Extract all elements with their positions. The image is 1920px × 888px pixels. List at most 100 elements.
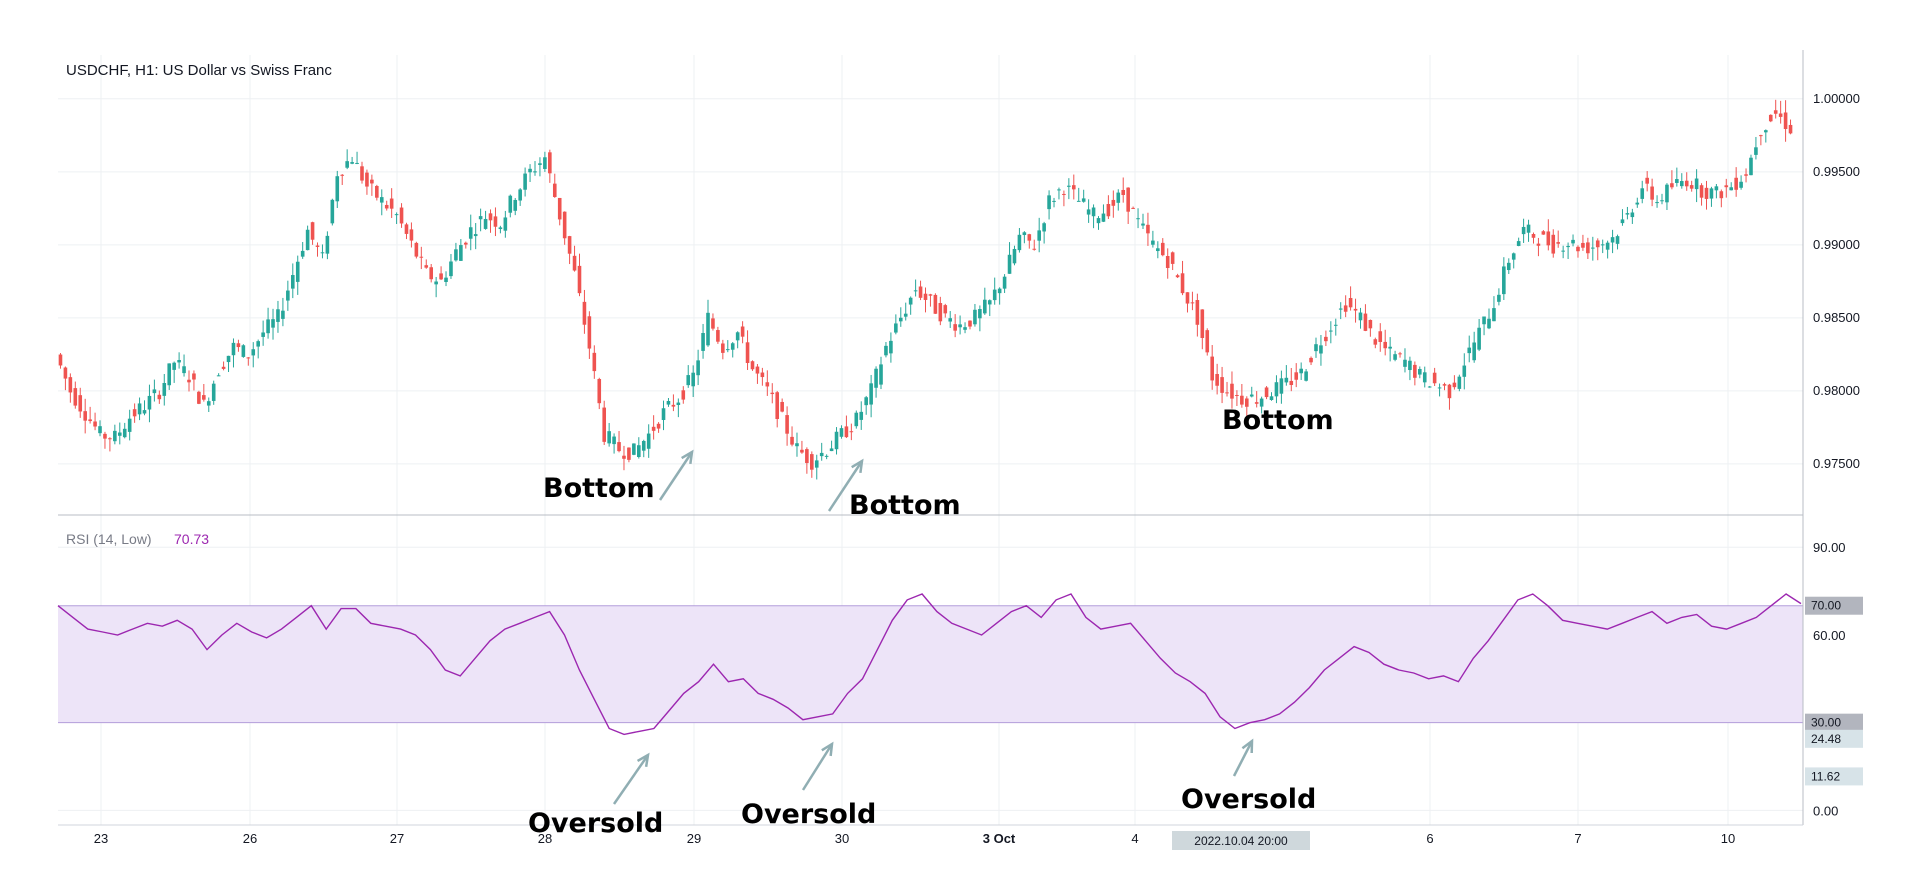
candle-down (1190, 302, 1195, 304)
candle-down (1294, 372, 1299, 380)
candle-up (345, 161, 349, 168)
candle-down (1032, 248, 1037, 250)
candle-up (1561, 250, 1565, 252)
candle-up (177, 360, 181, 363)
candle-up (528, 168, 532, 173)
candle-down (1383, 341, 1388, 349)
candle-down (1180, 273, 1185, 294)
candle-down (1353, 308, 1358, 311)
candle-down (1343, 305, 1348, 312)
candle-down (1556, 242, 1561, 244)
candle-down (805, 449, 809, 464)
bottom-arrow-2 (827, 460, 864, 512)
bottom-arrow-1-head (681, 449, 694, 465)
candle-up (992, 289, 997, 301)
candle-up (1492, 308, 1496, 322)
candle-down (790, 436, 794, 445)
time-tick-label: 30 (835, 831, 849, 846)
candle-up (1665, 184, 1669, 203)
candle-up (1714, 186, 1719, 191)
candle-up (1304, 371, 1308, 381)
candle-up (894, 323, 898, 333)
candle-up (1274, 382, 1279, 397)
time-tick-label: 26 (243, 831, 257, 846)
candle-up (834, 431, 839, 450)
candle-up (261, 332, 265, 337)
candle-up (483, 218, 488, 229)
candle-up (1403, 359, 1407, 367)
price-tick-label: 0.99000 (1813, 237, 1860, 252)
candle-down (755, 366, 760, 374)
candle-up (1526, 224, 1531, 233)
candle-up (1600, 244, 1605, 246)
candle-down (765, 382, 770, 387)
candle-down (671, 404, 676, 407)
candle-down (1432, 372, 1437, 384)
candle-up (295, 261, 300, 282)
candle-up (1141, 223, 1145, 226)
candle-down (711, 318, 715, 329)
candle-up (325, 235, 330, 254)
candle-down (1175, 275, 1180, 278)
candle-down (1744, 174, 1748, 176)
candle-up (1319, 345, 1323, 354)
annotation-arrows (612, 449, 1254, 805)
candle-up (1749, 157, 1753, 176)
candle-up (508, 195, 513, 213)
candle-up (730, 343, 735, 350)
candle-up (983, 299, 987, 314)
candle-down (844, 426, 849, 438)
candle-down (1195, 300, 1200, 325)
candle-down (1254, 402, 1259, 404)
candle-up (1002, 276, 1007, 289)
candle-up (1052, 200, 1056, 202)
candle-down (1581, 242, 1585, 248)
candle-up (1007, 254, 1012, 274)
candle-down (1309, 357, 1313, 363)
candle-up (1057, 189, 1061, 191)
candle-down (775, 392, 780, 420)
candle-up (973, 309, 977, 325)
candle-down (340, 174, 345, 176)
candle-up (879, 364, 883, 385)
candle-down (1759, 135, 1763, 137)
candle-up (335, 176, 340, 202)
candle-up (1042, 223, 1046, 232)
candle-down (1778, 113, 1783, 117)
candle-up (676, 402, 681, 406)
candle-up (1620, 219, 1625, 224)
candle-up (1630, 212, 1635, 218)
candle-down (202, 395, 206, 400)
candle-down (602, 407, 607, 442)
candle-up (167, 363, 172, 386)
candle-down (1768, 114, 1773, 122)
candle-up (300, 250, 305, 257)
candle-down (103, 433, 107, 439)
candle-down (750, 361, 755, 370)
candle-up (859, 411, 864, 420)
candle-up (276, 309, 280, 322)
candle-down (785, 415, 789, 434)
oversold-arrow-3 (1232, 740, 1254, 777)
candle-down (399, 207, 404, 224)
candle-down (1027, 234, 1032, 241)
candle-down (246, 357, 251, 359)
candle-up (1605, 242, 1610, 250)
candle-up (379, 197, 384, 203)
candle-down (1111, 199, 1116, 206)
candle-up (884, 345, 888, 356)
candle-up (394, 214, 399, 216)
date-highlight-box (1172, 831, 1310, 850)
candle-down (943, 305, 948, 314)
candle-down (617, 442, 621, 452)
candle-up (898, 317, 903, 322)
candle-up (434, 281, 438, 285)
candle-up (829, 448, 834, 452)
candle-down (488, 213, 493, 221)
candle-down (740, 326, 745, 337)
candle-up (330, 199, 335, 224)
time-tick-label: 10 (1721, 831, 1735, 846)
candle-down (1783, 112, 1788, 130)
